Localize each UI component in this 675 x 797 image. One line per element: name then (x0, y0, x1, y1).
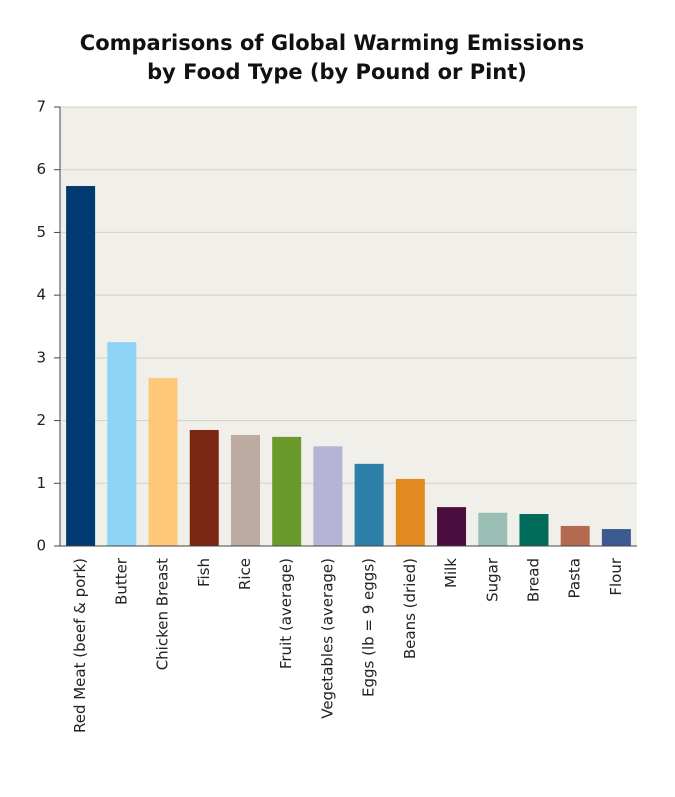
x-tick-label: Butter (112, 557, 130, 605)
x-tick-label: Beans (dried) (401, 558, 419, 659)
chart-title: by Food Type (by Pound or Pint) (147, 60, 527, 84)
bar (230, 434, 260, 546)
bar (66, 186, 96, 546)
y-tick-label: 7 (36, 98, 46, 116)
x-tick-label: Flour (607, 557, 625, 595)
bar (560, 525, 590, 546)
y-tick-label: 1 (36, 474, 46, 492)
x-tick-label: Eggs (lb = 9 eggs) (360, 558, 378, 697)
bar (107, 342, 137, 546)
plot-background (60, 107, 637, 546)
y-tick-label: 2 (36, 411, 46, 429)
bar (272, 436, 302, 546)
y-tick-label: 3 (36, 348, 46, 366)
bar (395, 478, 425, 546)
x-tick-label: Milk (442, 558, 460, 588)
x-tick-label: Red Meat (beef & pork) (71, 558, 89, 733)
bar (601, 529, 631, 546)
chart-title: Comparisons of Global Warming Emissions (80, 31, 584, 55)
bar (189, 429, 219, 546)
x-tick-label: Pasta (566, 558, 584, 598)
x-tick-label: Chicken Breast (154, 558, 172, 670)
x-tick-label: Rice (236, 558, 254, 590)
bar (437, 507, 467, 546)
x-tick-label: Fruit (average) (277, 558, 295, 669)
bar (478, 512, 508, 546)
x-tick-label: Fish (195, 558, 213, 587)
x-tick-label: Bread (524, 558, 542, 602)
bar (148, 377, 178, 546)
y-tick-label: 0 (36, 537, 46, 555)
x-tick-label: Vegetables (average) (318, 558, 336, 719)
y-tick-label: 5 (36, 223, 46, 241)
y-tick-label: 6 (36, 160, 46, 178)
y-tick-label: 4 (36, 286, 46, 304)
bar (313, 446, 343, 546)
bar (354, 463, 384, 546)
bar (519, 514, 549, 546)
x-tick-label: Sugar (483, 557, 501, 602)
